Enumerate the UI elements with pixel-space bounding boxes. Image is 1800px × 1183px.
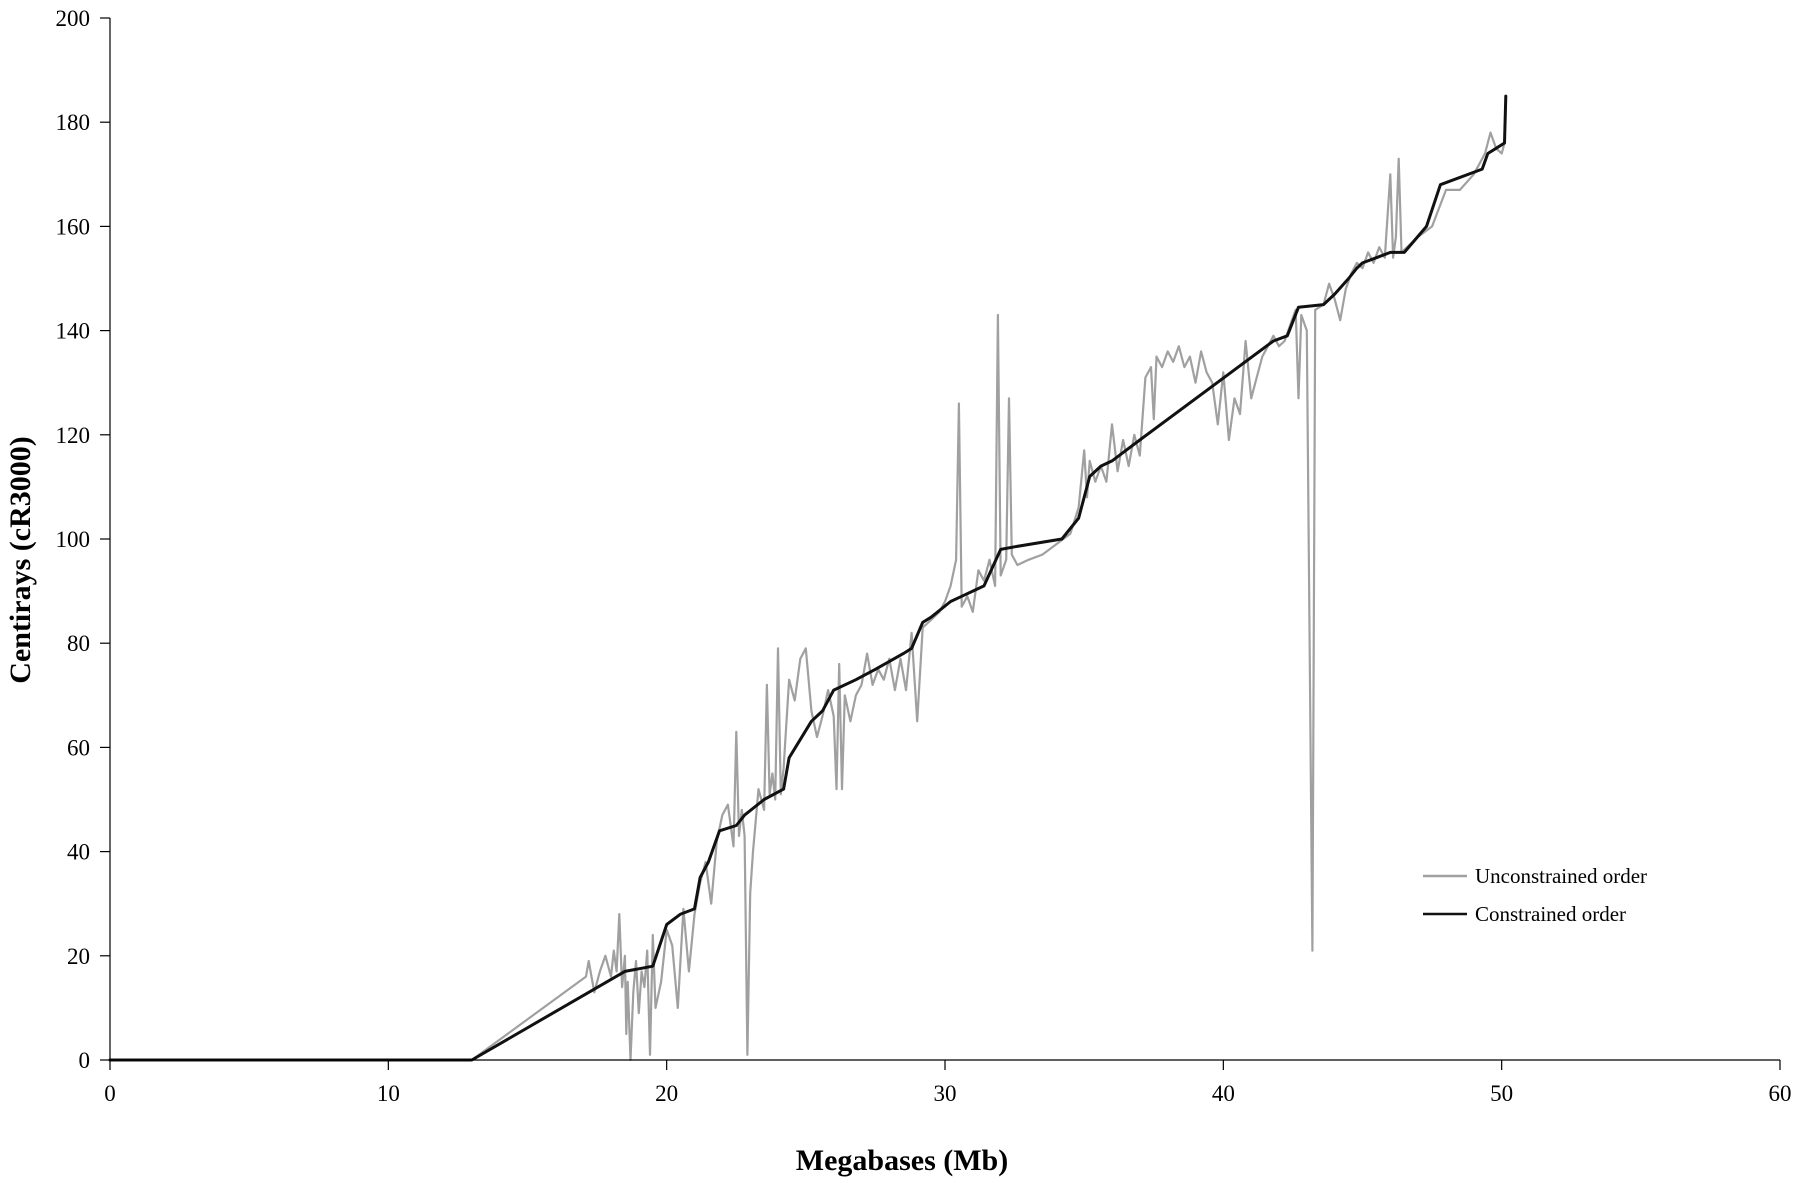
y-tick-label: 140 bbox=[56, 319, 91, 344]
legend-label-constrained: Constrained order bbox=[1475, 902, 1626, 926]
y-axis: 0 20 40 60 80 100 120 140 160 180 200 bbox=[56, 6, 111, 1073]
y-tick-label: 60 bbox=[67, 735, 90, 760]
x-tick-label: 60 bbox=[1769, 1081, 1792, 1106]
x-tick-label: 30 bbox=[934, 1081, 957, 1106]
x-tick-label: 40 bbox=[1212, 1081, 1235, 1106]
y-tick-label: 100 bbox=[56, 527, 91, 552]
series-line-constrained bbox=[108, 94, 1508, 1062]
y-tick-label: 20 bbox=[67, 944, 90, 969]
y-tick-label: 200 bbox=[56, 6, 91, 31]
x-tick-label: 10 bbox=[377, 1081, 400, 1106]
y-tick-label: 80 bbox=[67, 631, 90, 656]
legend-label-unconstrained: Unconstrained order bbox=[1475, 864, 1647, 888]
x-tick-label: 50 bbox=[1490, 1081, 1513, 1106]
y-tick-label: 0 bbox=[79, 1048, 91, 1073]
y-tick-label: 40 bbox=[67, 840, 90, 865]
x-tick-label: 20 bbox=[655, 1081, 678, 1106]
y-axis-title: Centirays (cR3000) bbox=[4, 436, 37, 683]
series-line-unconstrained bbox=[108, 95, 1507, 1062]
x-axis-title: Megabases (Mb) bbox=[796, 1144, 1008, 1177]
y-tick-label: 160 bbox=[56, 214, 91, 239]
legend: Unconstrained order Constrained order bbox=[1423, 864, 1647, 926]
plot-area bbox=[108, 94, 1508, 1062]
x-axis: 0 10 20 30 40 50 60 bbox=[104, 1059, 1792, 1106]
y-tick-label: 120 bbox=[56, 423, 91, 448]
y-tick-label: 180 bbox=[56, 110, 91, 135]
x-tick-label: 0 bbox=[104, 1081, 116, 1106]
